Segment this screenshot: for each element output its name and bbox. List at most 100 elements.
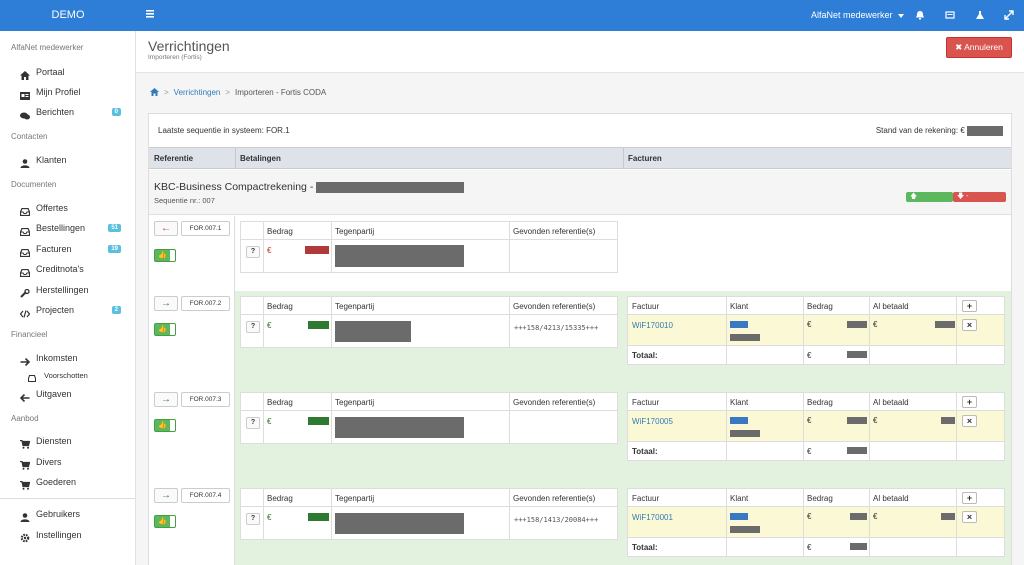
payment-table-header: Bedrag Tegenpartij Gevonden referentie(s… <box>241 222 617 240</box>
payment-table: Bedrag Tegenpartij Gevonden referentie(s… <box>240 221 618 273</box>
question-icon[interactable]: ? <box>246 321 260 333</box>
redacted-amount <box>847 417 867 424</box>
redacted-counterparty <box>335 245 464 267</box>
sidebar-item-facturen[interactable]: Facturen 19 <box>19 241 126 257</box>
sidebar-item-voorschotten[interactable]: Voorschotten <box>27 368 134 384</box>
payment-table-header: Bedrag Tegenpartij Gevonden referentie(s… <box>241 489 617 507</box>
arrow-right-icon[interactable]: → <box>154 488 178 503</box>
currency-symbol: € <box>807 351 812 360</box>
col-factuur: Factuur <box>632 302 660 311</box>
invoice-link[interactable]: WiF170010 <box>632 321 673 330</box>
sidebar-item-creditnotas[interactable]: Creditnota's <box>19 261 126 277</box>
sidebar-item-uitgaven[interactable]: Uitgaven <box>19 386 126 402</box>
redacted-counterparty <box>335 513 464 534</box>
payment-cell: Bedrag Tegenpartij Gevonden referentie(s… <box>235 291 623 387</box>
found-reference: +++158/4213/15335+++ <box>514 324 599 332</box>
invoice-link[interactable]: WiF170005 <box>632 417 673 426</box>
redacted-paid <box>941 417 955 424</box>
sidebar-item-projecten[interactable]: Projecten 2 <box>19 302 126 318</box>
menu-toggle-icon[interactable] <box>146 9 156 21</box>
cancel-label: Annuleren <box>964 42 1003 52</box>
arrow-right-icon[interactable]: → <box>154 296 178 311</box>
flask-icon[interactable] <box>975 10 986 21</box>
invoice-row: WiF170010 € € × <box>628 315 1004 346</box>
expand-icon[interactable] <box>1004 10 1015 21</box>
total-label: Totaal: <box>632 447 658 456</box>
account-sequence: Sequentie nr.: 007 <box>154 196 215 205</box>
sidebar-item-diensten[interactable]: Diensten <box>20 433 126 449</box>
sidebar-item-portaal[interactable]: Portaal <box>20 64 126 80</box>
add-invoice-button[interactable]: + <box>962 396 977 408</box>
sidebar-item-label: Facturen <box>36 244 72 254</box>
col-al-betaald: Al betaald <box>873 494 909 503</box>
count-badge: 19 <box>108 245 121 253</box>
cell-divider <box>803 393 804 460</box>
approve-toggle[interactable]: 👍 <box>154 515 176 528</box>
cell-divider <box>869 489 870 556</box>
sidebar-item-gebruikers[interactable]: Gebruikers <box>20 506 126 522</box>
cell-divider <box>509 489 510 539</box>
approve-toggle[interactable]: 👍 <box>154 249 176 262</box>
remove-invoice-button[interactable]: × <box>962 511 977 523</box>
cell-divider <box>509 222 510 272</box>
comments-icon <box>20 109 30 120</box>
sidebar-item-divers[interactable]: Divers <box>20 454 126 470</box>
remove-invoice-button[interactable]: × <box>962 415 977 427</box>
user-icon <box>20 511 30 522</box>
remove-invoice-button[interactable]: × <box>962 319 977 331</box>
invoice-table-header: Factuur Klant Bedrag Al betaald + <box>628 297 1004 315</box>
redacted-paid <box>941 513 955 520</box>
gear-icon <box>20 532 30 542</box>
question-icon[interactable]: ? <box>246 417 260 429</box>
sidebar-section-title: Aanbod <box>11 414 39 423</box>
approve-toggle[interactable]: 👍 <box>154 323 176 336</box>
col-header-referentie: Referentie <box>154 154 194 163</box>
invoice-link[interactable]: WiF170001 <box>632 513 673 522</box>
filter-outgoing-toggle[interactable]: 🡇 - <box>953 192 1006 202</box>
client-tag <box>730 417 748 424</box>
sidebar-item-goederen[interactable]: Goederen <box>20 474 126 490</box>
col-al-betaald: Al betaald <box>873 398 909 407</box>
brand-logo[interactable]: DEMO <box>51 9 85 21</box>
invoice-table-header: Factuur Klant Bedrag Al betaald + <box>628 489 1004 507</box>
sidebar-section-title: Documenten <box>11 180 57 189</box>
redacted-counterparty <box>335 321 411 342</box>
invoice-cell: Factuur Klant Bedrag Al betaald + WiF170… <box>623 291 1011 387</box>
sidebar-item-bestellingen[interactable]: Bestellingen 51 <box>19 220 126 236</box>
arrow-right-icon[interactable]: → <box>154 392 178 407</box>
total-label: Totaal: <box>632 543 658 552</box>
thumbs-up-icon: 👍 <box>155 516 170 527</box>
inbox-icon <box>19 225 31 236</box>
filter-incoming-toggle[interactable]: 🡅 <box>906 192 953 202</box>
sidebar-item-label: Bestellingen <box>36 223 86 233</box>
add-invoice-button[interactable]: + <box>962 492 977 504</box>
breadcrumb: > Verrichtingen > Importeren - Fortis CODA <box>150 88 326 97</box>
sidebar-item-offertes[interactable]: Offertes <box>19 200 126 216</box>
col-divider <box>623 148 624 168</box>
payment-cell: Bedrag Tegenpartij Gevonden referentie(s… <box>235 216 623 291</box>
approve-toggle[interactable]: 👍 <box>154 419 176 432</box>
bell-icon[interactable] <box>915 10 926 21</box>
question-icon[interactable]: ? <box>246 513 260 525</box>
sidebar-item-klanten[interactable]: Klanten <box>20 152 126 168</box>
breadcrumb-link[interactable]: Verrichtingen <box>173 88 221 97</box>
sidebar-item-berichten[interactable]: Berichten 0 <box>20 104 126 120</box>
total-label: Totaal: <box>632 351 658 360</box>
col-gevonden: Gevonden referentie(s) <box>513 302 596 311</box>
question-icon[interactable]: ? <box>246 246 260 258</box>
sidebar-item-mijn-profiel[interactable]: Mijn Profiel <box>20 84 126 100</box>
id-card-icon <box>20 89 30 100</box>
cell-divider <box>869 393 870 460</box>
inbox-icon[interactable] <box>945 10 956 21</box>
add-invoice-button[interactable]: + <box>962 300 977 312</box>
sidebar-item-inkomsten[interactable]: Inkomsten <box>20 350 126 366</box>
user-menu[interactable]: AlfaNet medewerker <box>811 10 904 20</box>
sidebar-item-herstellingen[interactable]: Herstellingen <box>20 282 126 298</box>
cancel-button[interactable]: ✖ Annuleren <box>946 37 1012 58</box>
arrow-left-icon[interactable]: ← <box>154 221 178 236</box>
cell-divider <box>956 297 957 364</box>
home-icon[interactable] <box>150 88 159 97</box>
sidebar-item-label: Voorschotten <box>44 371 88 380</box>
cell-divider <box>803 297 804 364</box>
sidebar-item-instellingen[interactable]: Instellingen <box>20 527 126 543</box>
